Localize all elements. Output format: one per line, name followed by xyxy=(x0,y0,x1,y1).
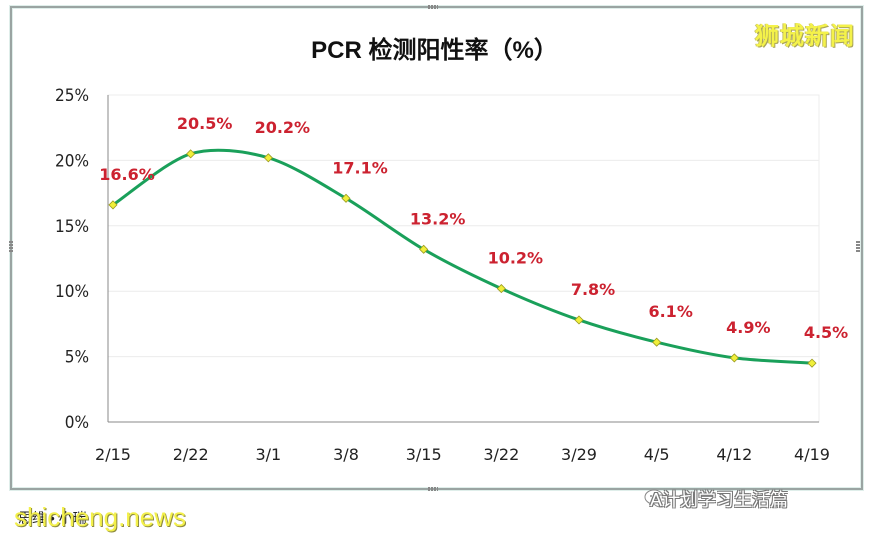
data-label: 7.8% xyxy=(571,280,615,299)
y-tick-label: 5% xyxy=(65,348,89,368)
series-line xyxy=(112,148,813,365)
data-label: 16.6% xyxy=(99,165,155,184)
y-tick-label: 25% xyxy=(55,86,89,106)
x-tick-label: 3/8 xyxy=(333,445,359,464)
footer-watermark: 思维 • 小瑞 shicheng.news xyxy=(14,502,186,533)
data-label: 10.2% xyxy=(488,249,544,268)
footer-site: shicheng.news xyxy=(14,502,186,532)
x-tick-label: 3/29 xyxy=(561,445,597,464)
data-marker xyxy=(341,193,351,203)
data-label: 20.2% xyxy=(255,118,311,137)
data-marker xyxy=(108,200,118,210)
y-tick-label: 10% xyxy=(55,282,89,302)
data-label: 20.5% xyxy=(177,114,233,133)
wechat-icon xyxy=(644,489,670,508)
resize-handle-top[interactable] xyxy=(428,5,438,9)
resize-handle-left[interactable] xyxy=(9,240,13,252)
data-label: 4.5% xyxy=(804,323,848,342)
data-marker xyxy=(729,353,739,363)
x-tick-label: 4/19 xyxy=(794,445,830,464)
x-tick-label: 2/22 xyxy=(173,445,209,464)
y-tick-label: 20% xyxy=(55,151,89,171)
footer-credit: 思维 • 小瑞 xyxy=(18,510,87,526)
plot-area xyxy=(107,94,820,423)
account-name: A计划学习生活篇 xyxy=(650,490,789,510)
data-marker xyxy=(186,149,196,159)
brand-watermark: 狮城新闻 xyxy=(755,23,855,50)
data-marker xyxy=(574,315,584,325)
y-tick-label: 15% xyxy=(55,217,89,237)
chart-frame xyxy=(10,6,863,490)
data-label: 6.1% xyxy=(648,302,692,321)
chart-title: PCR 检测阳性率（%） xyxy=(311,37,558,64)
x-tick-label: 4/12 xyxy=(716,445,752,464)
data-label: 4.9% xyxy=(726,318,770,337)
data-label: 13.2% xyxy=(410,209,466,228)
x-tick-label: 2/15 xyxy=(95,445,131,464)
data-marker xyxy=(807,358,817,368)
x-tick-label: 3/1 xyxy=(255,445,281,464)
data-marker xyxy=(496,284,506,294)
resize-handle-bottom[interactable] xyxy=(428,487,438,491)
x-tick-label: 3/15 xyxy=(406,445,442,464)
x-tick-label: 3/22 xyxy=(483,445,519,464)
x-tick-label: 4/5 xyxy=(644,445,670,464)
data-label: 17.1% xyxy=(332,158,388,177)
data-marker xyxy=(652,337,662,347)
y-tick-label: 0% xyxy=(65,413,89,433)
data-marker xyxy=(419,244,429,254)
data-marker xyxy=(263,153,273,163)
resize-handle-right[interactable] xyxy=(856,240,860,252)
